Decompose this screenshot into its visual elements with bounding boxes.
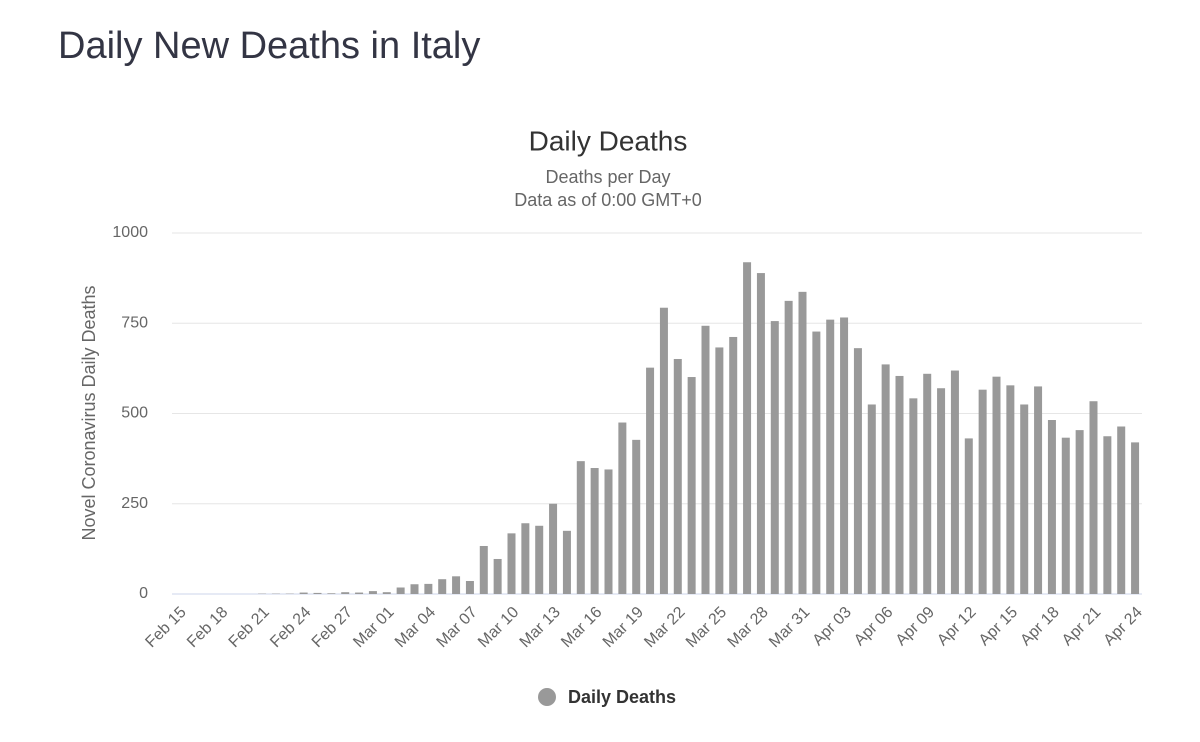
bar: [867, 404, 876, 594]
bar: [743, 262, 752, 594]
x-tick-label: Mar 04: [392, 604, 439, 651]
x-tick-label: Feb 15: [142, 604, 189, 651]
bar: [341, 592, 350, 594]
bar: [410, 584, 419, 594]
bar: [452, 576, 461, 594]
bar: [396, 587, 405, 594]
x-tick-label: Mar 31: [766, 604, 813, 651]
bar: [881, 364, 890, 594]
bar: [549, 503, 558, 594]
bar: [382, 592, 391, 594]
x-tick-label: Feb 21: [226, 604, 273, 651]
x-tick-label: Feb 27: [309, 604, 356, 651]
bar: [729, 336, 738, 594]
chart-subtitle: Data as of 0:00 GMT+0: [514, 190, 702, 210]
bar: [590, 468, 599, 594]
bar: [604, 469, 613, 594]
y-axis-title: Novel Coronavirus Daily Deaths: [79, 285, 99, 540]
chart-title: Daily Deaths: [529, 125, 688, 156]
bar: [840, 317, 849, 594]
x-tick-label: Apr 12: [934, 604, 979, 649]
bar: [521, 523, 530, 594]
bar: [895, 375, 904, 594]
y-tick-label: 0: [139, 585, 148, 602]
x-tick-label: Feb 24: [267, 604, 314, 651]
x-tick-label: Mar 16: [558, 604, 605, 651]
bar: [1061, 437, 1070, 594]
chart-subtitle: Deaths per Day: [545, 167, 670, 187]
x-tick-label: Mar 13: [517, 604, 564, 651]
bar: [646, 367, 655, 594]
x-tick-label: Feb 18: [184, 604, 231, 651]
bar: [327, 593, 336, 594]
bar: [576, 461, 585, 594]
bar: [992, 376, 1001, 594]
x-tick-label: Apr 24: [1101, 604, 1146, 649]
bar: [562, 530, 571, 594]
bar: [812, 331, 821, 594]
bar: [701, 325, 710, 594]
bar: [465, 581, 474, 594]
bar: [632, 439, 641, 594]
x-tick-label: Apr 06: [851, 604, 896, 649]
bar: [424, 583, 433, 594]
x-tick-label: Apr 21: [1059, 604, 1104, 649]
y-tick-label: 750: [121, 314, 148, 331]
bar: [673, 358, 682, 594]
bar: [756, 273, 765, 594]
legend-marker: [538, 688, 556, 706]
bar: [438, 579, 447, 594]
x-tick-label: Apr 15: [976, 604, 1021, 649]
bar: [313, 592, 322, 594]
y-tick-label: 500: [121, 405, 148, 422]
bar: [299, 592, 308, 594]
bar: [1089, 401, 1098, 594]
bar: [950, 370, 959, 594]
bar: [909, 398, 918, 594]
y-tick-label: 1000: [112, 224, 148, 241]
bar: [826, 319, 835, 594]
x-tick-label: Apr 09: [893, 604, 938, 649]
x-tick-label: Apr 18: [1017, 604, 1062, 649]
bar: [770, 321, 779, 594]
bar: [964, 438, 973, 594]
bar: [1117, 426, 1126, 594]
x-tick-label: Mar 07: [434, 604, 481, 651]
x-tick-label: Mar 01: [350, 604, 397, 651]
x-tick-label: Mar 10: [475, 604, 522, 651]
y-tick-label: 250: [121, 495, 148, 512]
bar: [493, 558, 502, 594]
x-tick-label: Mar 19: [600, 604, 647, 651]
bar: [479, 545, 488, 594]
page-title: Daily New Deaths in Italy: [58, 25, 480, 67]
x-tick-label: Mar 25: [683, 604, 730, 651]
bar: [659, 307, 668, 594]
bar: [1034, 386, 1043, 594]
bar: [1075, 430, 1084, 594]
bar: [355, 592, 364, 594]
bar: [853, 348, 862, 594]
x-tick-label: Mar 28: [725, 604, 772, 651]
bar: [1047, 419, 1056, 594]
x-tick-label: Mar 22: [641, 604, 688, 651]
x-tick-label: Apr 03: [810, 604, 855, 649]
bar: [784, 300, 793, 594]
bar: [798, 291, 807, 594]
bar: [937, 388, 946, 594]
bar: [1020, 404, 1029, 594]
bar: [715, 347, 724, 594]
bar: [978, 389, 987, 594]
bar: [1131, 442, 1140, 594]
bar: [507, 533, 516, 594]
bar: [368, 591, 377, 594]
bar: [923, 373, 932, 594]
bar: [618, 422, 627, 594]
bar: [1103, 436, 1112, 594]
bar: [1006, 385, 1015, 594]
bar: [687, 377, 696, 594]
bar: [535, 525, 544, 594]
legend-label: Daily Deaths: [568, 687, 676, 707]
